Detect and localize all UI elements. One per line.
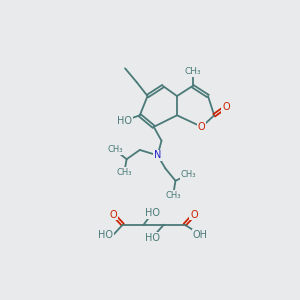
Text: N: N	[154, 150, 161, 160]
Text: CH₃: CH₃	[184, 67, 201, 76]
Text: CH₃: CH₃	[181, 170, 197, 179]
Text: O: O	[190, 210, 198, 220]
Text: O: O	[198, 122, 206, 132]
Text: HO: HO	[145, 233, 160, 243]
Text: CH₃: CH₃	[165, 191, 181, 200]
Text: O: O	[222, 102, 230, 112]
Text: HO: HO	[145, 208, 160, 218]
Text: CH₃: CH₃	[116, 168, 132, 177]
Text: CH₃: CH₃	[107, 146, 123, 154]
Text: O: O	[110, 210, 117, 220]
Text: HO: HO	[117, 116, 132, 126]
Text: OH: OH	[193, 230, 208, 240]
Text: HO: HO	[98, 230, 113, 240]
